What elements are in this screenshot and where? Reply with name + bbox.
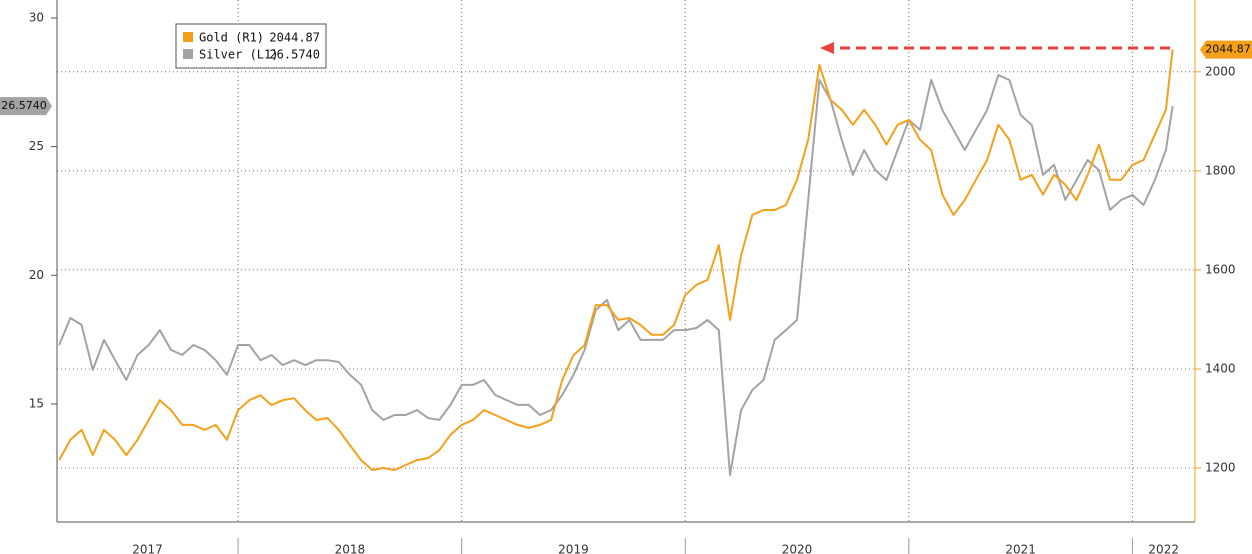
x-tick-label: 2022 [1148,543,1179,554]
legend: Gold (R1) 2044.87 Silver (L1) 26.5740 [175,23,327,69]
series-line [58,74,1174,476]
legend-label: Silver (L1) [199,48,278,62]
series-line [58,49,1174,471]
y-tick-label: 15 [29,396,44,410]
badge-label: 2044.87 [1205,43,1251,56]
plot-area [58,49,1174,476]
badge-label: 26.5740 [1,99,47,112]
axes: 15 20 25 30 1200 1400 1600 1800 2000 2017 2018 2019… [29,0,1236,554]
last-value-badge: 2044.87 [1200,40,1252,59]
x-tick-label: 2021 [1005,543,1036,554]
x-tick-label: 2020 [782,543,813,554]
grid [57,0,1195,522]
y2-tick-label: 1200 [1205,461,1236,475]
y-tick-label: 25 [29,139,44,153]
badge-shape [0,97,52,116]
last-value-badge: 26.5740 [0,97,52,116]
legend-label: Gold (R1) [199,31,264,45]
y2-tick-label: 1400 [1205,361,1236,375]
x-tick-label: 2019 [558,543,589,554]
x-tick-label: 2018 [335,543,366,554]
x-tick-label: 2017 [132,543,163,554]
badge-shape [1200,40,1252,59]
y2-tick-label: 1800 [1205,163,1236,177]
legend-value: 2044.87 [269,31,320,45]
legend-value: 26.5740 [269,48,320,62]
legend-swatch [183,49,193,59]
legend-box [175,23,327,69]
y-tick-label: 20 [29,268,44,282]
legend-swatch [183,32,193,42]
y2-tick-label: 1600 [1205,262,1236,276]
y-tick-label: 30 [29,11,44,25]
y2-tick-label: 2000 [1205,64,1236,78]
annotation-arrowhead [820,42,834,54]
